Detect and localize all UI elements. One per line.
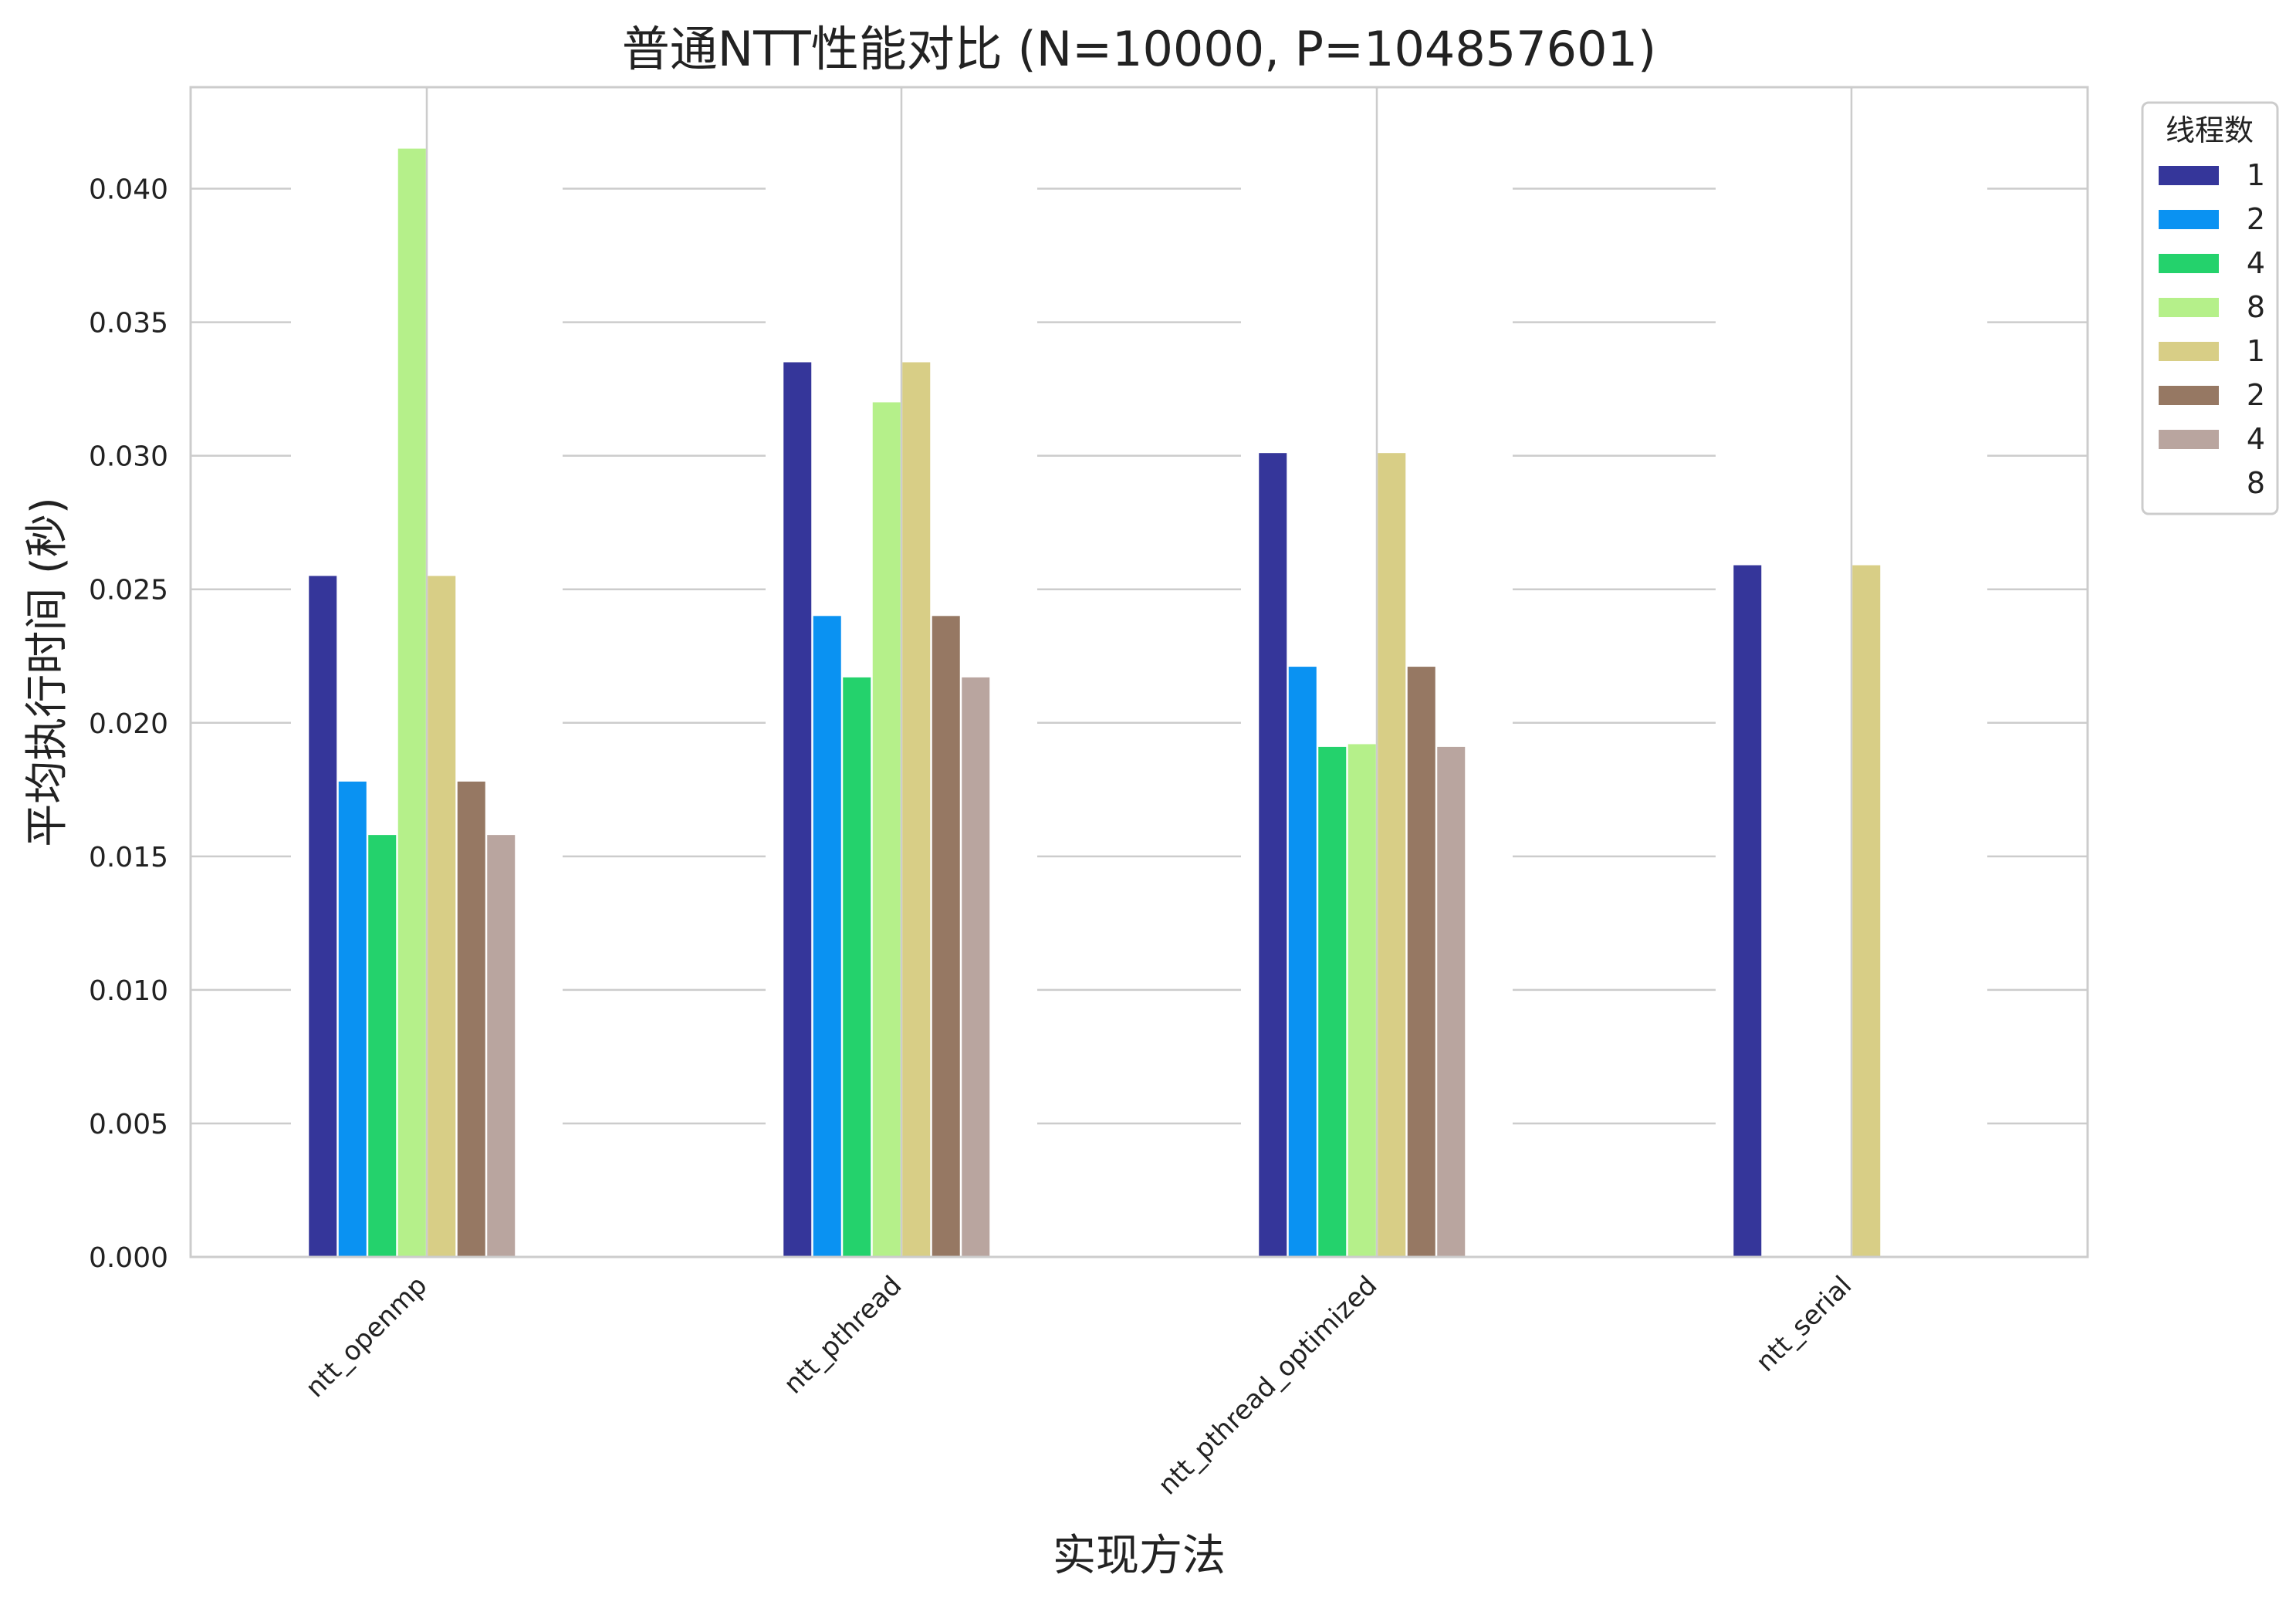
bar: [1259, 453, 1287, 1258]
legend-swatch: [2159, 386, 2219, 405]
legend-label: 8: [2247, 290, 2265, 324]
legend-label: 1: [2247, 158, 2265, 192]
legend-swatch: [2159, 474, 2219, 493]
y-tick-label: 0.020: [89, 708, 168, 740]
bar: [872, 402, 901, 1257]
bar: [1378, 453, 1406, 1258]
bar: [783, 362, 812, 1257]
bar: [1288, 667, 1317, 1257]
bar: [368, 835, 397, 1257]
bars: [291, 87, 1987, 1258]
bar: [1852, 565, 1881, 1257]
chart-title: 普通NTT性能对比 (N=10000, P=104857601): [622, 21, 1656, 77]
bar: [932, 616, 960, 1257]
legend-label: 4: [2247, 422, 2265, 456]
y-tick-labels: 0.000 0.005 0.010 0.015 0.020 0.025 0.030 0.035…: [89, 174, 168, 1274]
bar: [309, 576, 337, 1257]
legend-swatch: [2159, 254, 2219, 273]
bar: [428, 576, 456, 1257]
y-tick-label: 0.015: [89, 842, 168, 873]
bar: [397, 148, 426, 1257]
plot-frame: [189, 86, 2089, 1258]
bar: [338, 781, 367, 1257]
y-tick-label: 0.000: [89, 1242, 168, 1274]
legend-label: 8: [2247, 466, 2265, 500]
y-tick-label: 0.035: [89, 308, 168, 340]
bar: [457, 781, 485, 1257]
legend-label: 4: [2247, 246, 2265, 280]
bar: [1348, 744, 1376, 1257]
bar: [1318, 746, 1347, 1257]
bar: [902, 362, 931, 1257]
bar: [962, 677, 990, 1257]
y-tick-label: 0.005: [89, 1109, 168, 1140]
y-tick-label: 0.030: [89, 441, 168, 473]
legend-swatch: [2159, 210, 2219, 229]
legend-label: 1: [2247, 334, 2265, 368]
y-tick-label: 0.040: [89, 174, 168, 206]
bar: [843, 677, 871, 1257]
x-axis-label: 实现方法: [1053, 1531, 1226, 1581]
legend-title: 线程数: [2166, 113, 2254, 147]
y-tick-label: 0.010: [89, 975, 168, 1007]
legend-swatch: [2159, 298, 2219, 317]
legend-swatch: [2159, 430, 2219, 449]
legend-label: 2: [2247, 202, 2265, 236]
bar: [813, 616, 841, 1257]
legend-swatch: [2159, 342, 2219, 361]
bar: [487, 835, 516, 1257]
bar: [1437, 746, 1466, 1257]
bar: [1407, 667, 1435, 1257]
y-tick-label: 0.025: [89, 575, 168, 606]
legend-swatch: [2159, 166, 2219, 185]
legend-label: 2: [2247, 378, 2265, 412]
bar: [1733, 565, 1762, 1257]
y-axis-label: 平均执行时间 (秒): [22, 497, 73, 847]
